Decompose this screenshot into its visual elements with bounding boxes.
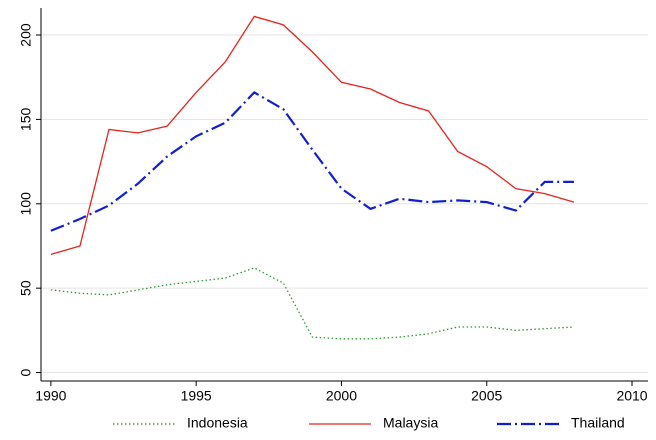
legend-label: Thailand [571,415,625,431]
y-tick-label: 50 [18,280,34,296]
x-tick-label: 2010 [616,388,647,404]
x-tick-label: 1995 [181,388,212,404]
series-line [50,15,575,256]
y-tick-label: 100 [18,192,34,216]
legend-label: Malaysia [383,415,438,431]
x-tick-label: 2005 [471,388,502,404]
x-tick-label: 1990 [35,388,66,404]
series-line [50,267,574,340]
y-tick-label: 150 [18,108,34,132]
y-tick-label: 0 [18,368,34,376]
y-tick-label: 200 [18,23,34,47]
series-line [50,91,574,232]
legend-label: Indonesia [187,415,248,431]
x-tick-label: 2000 [326,388,357,404]
